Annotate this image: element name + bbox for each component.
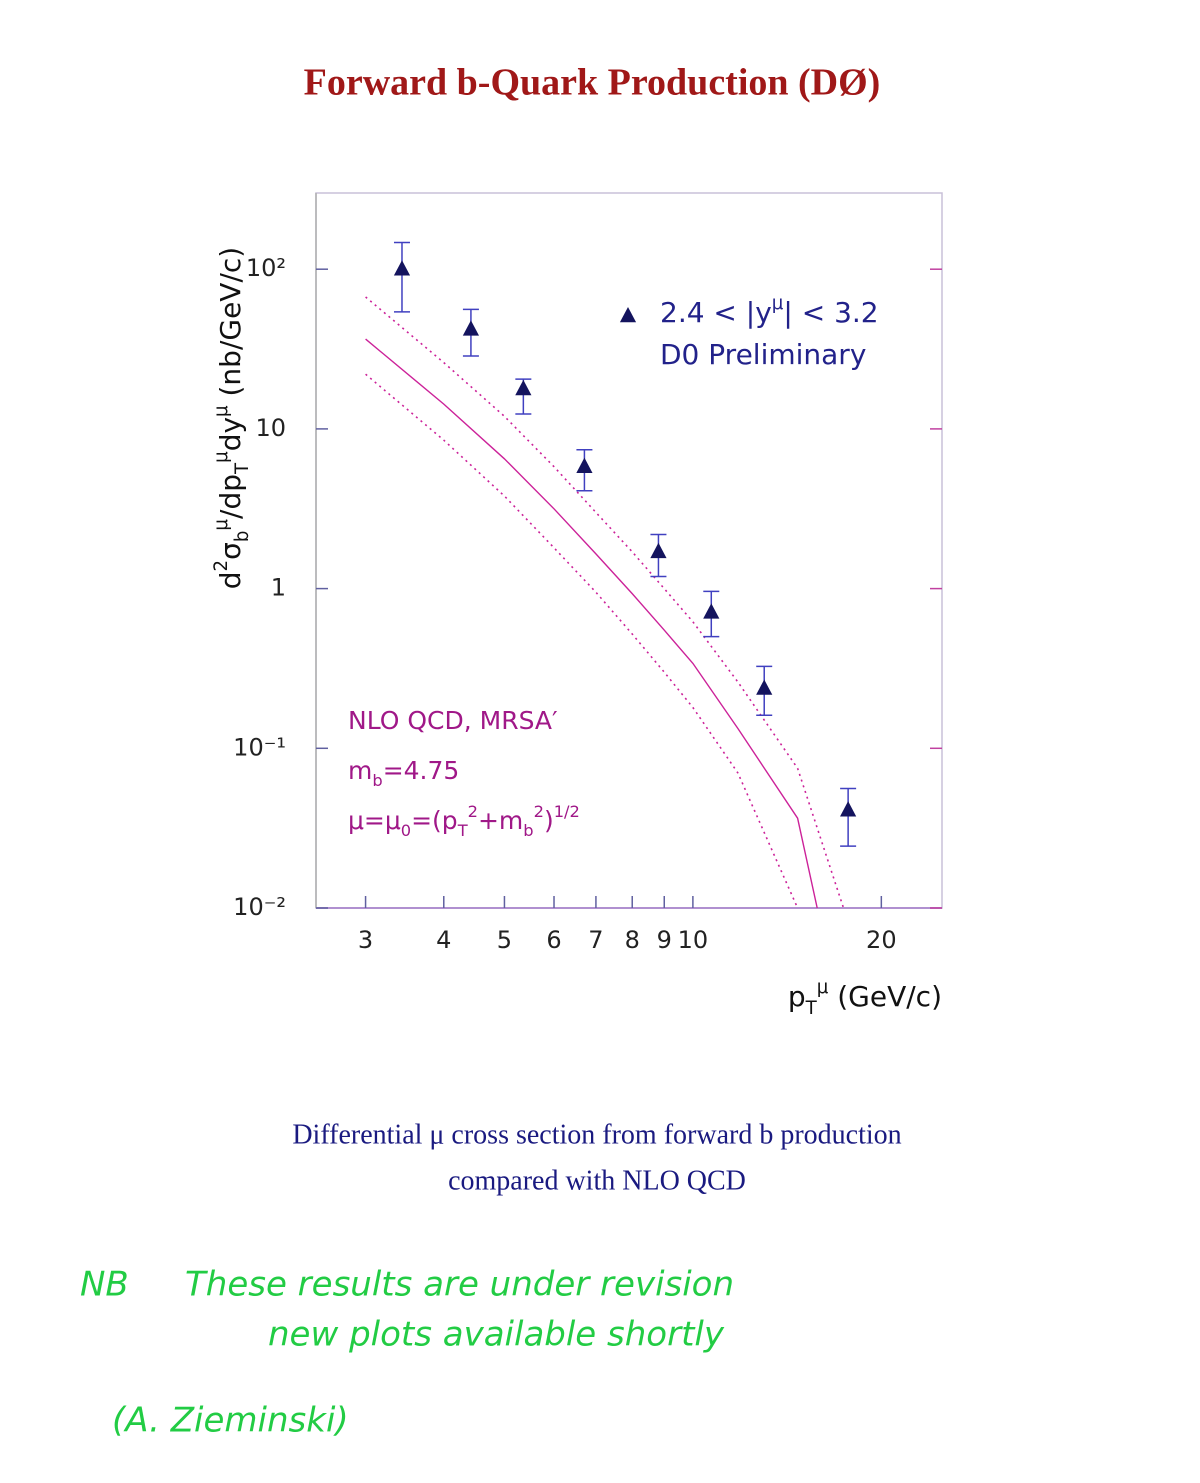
caption-line: Differential μ cross section from forwar… xyxy=(292,1119,901,1150)
caption-line: compared with NLO QCD xyxy=(448,1165,746,1196)
data-point xyxy=(703,603,720,619)
x-axis-label: pTμ (GeV/c) xyxy=(788,977,942,1019)
y-tick-label: 1 xyxy=(271,574,286,602)
data-point xyxy=(462,320,480,336)
theory-band-line xyxy=(365,296,845,909)
data-point xyxy=(576,457,593,473)
y-tick-label: 10 xyxy=(255,414,286,442)
x-tick-label: 8 xyxy=(625,926,640,954)
note: These results are under revision xyxy=(185,1265,734,1305)
legend-marker xyxy=(619,307,637,323)
y-axis-label: d2σbμ/dpTμdyμ (nb/GeV/c) xyxy=(211,247,253,589)
x-tick-label: 9 xyxy=(657,926,672,954)
annotation: D0 Preliminary xyxy=(660,338,866,371)
y-tick-label: 10⁻¹ xyxy=(233,733,286,761)
legend-label: 2.4 < |yμ| < 3.2 xyxy=(660,293,879,330)
theory-annotation: NLO QCD, MRSA′ xyxy=(348,706,558,735)
y-tick-label: 10² xyxy=(246,254,286,282)
data-point xyxy=(840,801,857,817)
x-tick-label: 20 xyxy=(866,926,897,954)
note: NB xyxy=(80,1265,129,1305)
error-bar xyxy=(840,787,857,847)
x-tick-label: 5 xyxy=(497,926,512,954)
data-point xyxy=(515,379,532,396)
x-tick-label: 10 xyxy=(678,926,709,954)
note: (A. Zieminski) xyxy=(112,1401,349,1441)
error-bar xyxy=(393,241,410,313)
x-tick-label: 6 xyxy=(546,926,561,954)
data-point xyxy=(756,679,773,695)
data-point xyxy=(650,542,667,559)
x-tick-label: 4 xyxy=(436,926,451,954)
y-tick-label: 10⁻² xyxy=(233,893,286,921)
chart-title: Forward b-Quark Production (DØ) xyxy=(304,62,881,104)
theory-annotation: μ=μ0=(pT2+mb2)1/2 xyxy=(348,802,580,840)
theory-annotation: mb=4.75 xyxy=(348,756,459,790)
x-tick-label: 3 xyxy=(358,926,373,954)
theory-line xyxy=(365,338,818,909)
data-point xyxy=(393,260,411,276)
note: new plots available shortly xyxy=(268,1315,725,1355)
x-tick-label: 7 xyxy=(588,926,603,954)
